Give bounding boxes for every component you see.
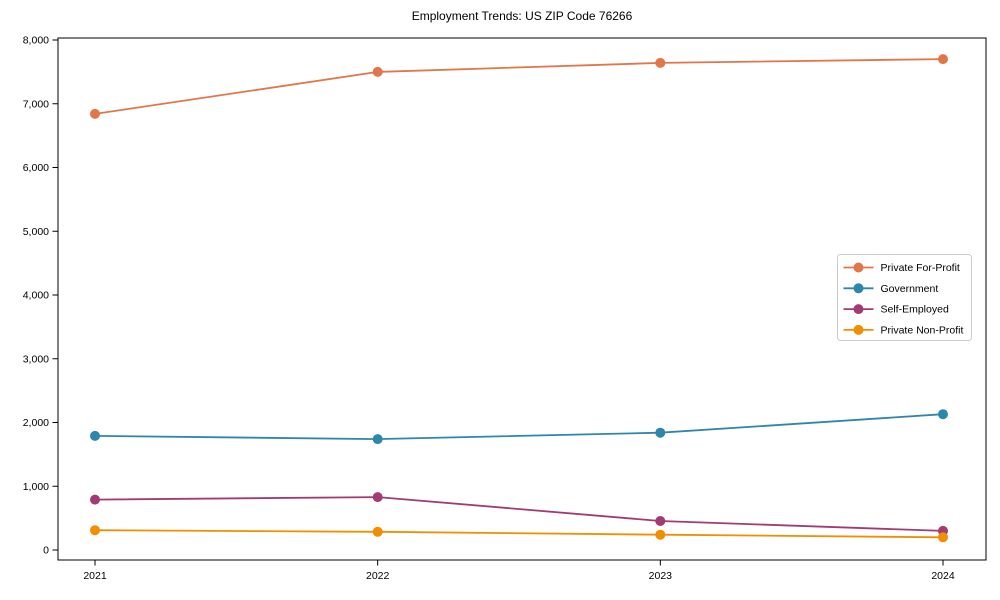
y-tick-label: 5,000 [23, 226, 49, 238]
y-tick-label: 1,000 [23, 481, 49, 493]
y-tick-label: 3,000 [23, 353, 49, 365]
legend-box [837, 254, 972, 341]
data-point-government [90, 430, 100, 441]
data-point-self-employed [372, 492, 383, 503]
plot-area [57, 37, 987, 561]
data-point-private-for-profit [938, 54, 948, 65]
series-line-self-employed [94, 496, 944, 532]
data-point-private-for-profit [655, 57, 666, 68]
series-line-government [94, 413, 944, 441]
data-point-government [938, 409, 948, 420]
legend-marker-government [853, 283, 864, 294]
y-tick-label: 7,000 [23, 98, 49, 110]
data-point-private-non-profit [938, 532, 948, 543]
x-tick-label: 2024 [931, 570, 955, 582]
y-tick-label: 6,000 [23, 162, 49, 174]
data-point-government [372, 434, 383, 445]
data-point-self-employed [90, 494, 100, 505]
data-point-government [655, 427, 666, 438]
legend-label-self-employed: Self-Employed [881, 304, 949, 316]
data-point-private-for-profit [90, 108, 100, 119]
series-line-private-for-profit [94, 58, 944, 115]
legend-marker-private-for-profit [853, 262, 864, 273]
data-point-private-non-profit [372, 526, 383, 537]
x-tick-label: 2023 [649, 570, 673, 582]
legend-label-private-non-profit: Private Non-Profit [881, 324, 964, 336]
legend-label-government: Government [881, 283, 939, 295]
x-tick-label: 2021 [83, 570, 107, 582]
legend-marker-self-employed [853, 304, 864, 315]
data-point-private-for-profit [372, 66, 383, 77]
data-point-self-employed [655, 516, 666, 526]
y-tick-label: 2,000 [23, 417, 49, 429]
y-tick-label: 0 [43, 545, 49, 557]
x-tick-label: 2022 [366, 570, 390, 582]
chart-title: Employment Trends: US ZIP Code 76266 [411, 9, 633, 23]
data-point-private-non-profit [655, 529, 666, 540]
series-line-private-non-profit [94, 529, 944, 539]
y-tick-label: 8,000 [23, 35, 49, 47]
y-tick-label: 4,000 [23, 290, 49, 302]
legend-marker-private-non-profit [853, 324, 864, 335]
legend-label-private-for-profit: Private For-Profit [881, 262, 960, 274]
data-point-private-non-profit [90, 525, 100, 536]
